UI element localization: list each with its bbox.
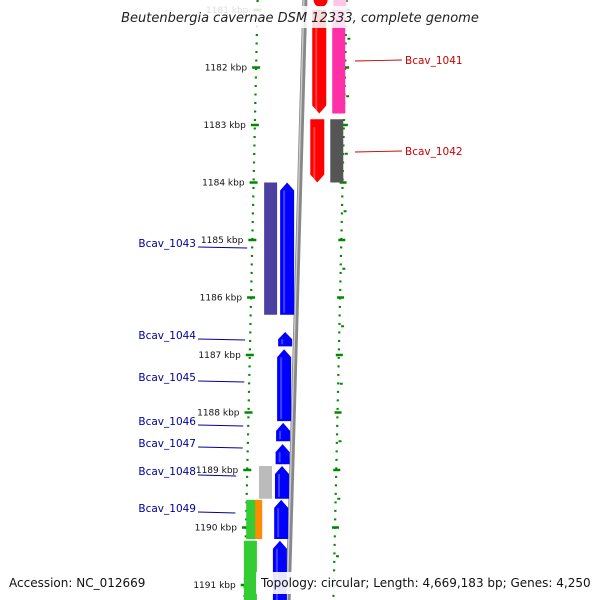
gene-label-leader [354, 150, 403, 153]
tick-label: 1183 kbp [203, 121, 246, 131]
gene-label: Bcav_1048 [138, 466, 196, 478]
gene-label: Bcav_1041 [405, 55, 463, 67]
backbone-highlight [286, 0, 305, 600]
gene-label: Bcav_1047 [138, 438, 196, 450]
gene-label-leader [197, 338, 246, 341]
tick-label: 1182 kbp [205, 64, 248, 74]
topology-backdrop [256, 572, 596, 594]
tick-label: 1184 kbp [202, 179, 245, 189]
shade-bar [246, 499, 258, 539]
backbone-layer [243, 0, 348, 600]
gene-arrow [277, 349, 292, 422]
title-backdrop [108, 6, 494, 28]
accession-text: Accession: NC_012669 [9, 576, 145, 590]
accession-backdrop [4, 572, 156, 594]
gene-label-leader [354, 59, 403, 62]
tick-label: 1185 kbp [201, 236, 244, 246]
gene-arrow [312, 10, 327, 114]
shade-bar [332, 10, 346, 114]
backbone-line [285, 0, 308, 600]
gene-label: Bcav_1043 [138, 238, 196, 250]
gene-label-leader [197, 246, 248, 249]
label-layer: Bcav_1041 Bcav_1042 Bcav_1043 Bcav_1044 Bcav… [138, 55, 462, 515]
shade-bar [330, 119, 344, 183]
gene-arrow [276, 422, 291, 442]
gene-arrow [275, 444, 290, 465]
gene-label: Bcav_1044 [138, 330, 196, 342]
gene-arrow [274, 499, 289, 539]
gene-arrow [310, 119, 325, 183]
gene-label: Bcav_1045 [138, 372, 196, 384]
gene-label-leader [197, 424, 244, 427]
tick-label: 1188 kbp [197, 409, 240, 419]
gene-label-leader [197, 511, 236, 514]
tick-label: 1190 kbp [195, 524, 238, 534]
gene-arrow-top-cap [313, 0, 328, 7]
gene-arrow [278, 332, 293, 347]
tick-label: 1186 kbp [200, 294, 243, 304]
tick-label: 1189 kbp [196, 466, 239, 476]
gene-label-leader [197, 380, 245, 383]
shade-bar [333, 0, 347, 10]
gene-arrow [280, 182, 295, 315]
map-title: Beutenbergia cavernae DSM 12333, complet… [121, 11, 479, 26]
gene-label: Bcav_1049 [138, 503, 196, 515]
shade-bar [258, 465, 272, 499]
gene-label: Bcav_1046 [138, 416, 196, 428]
shade-bar [264, 182, 278, 315]
shade-bar [243, 540, 257, 600]
gene-arrow [274, 465, 289, 499]
topology-text: Topology: circular; Length: 4,669,183 bp… [260, 576, 591, 590]
gene-label: Bcav_1042 [405, 146, 463, 158]
tick-label: 1191 kbp [193, 581, 236, 591]
gene-label-leader [197, 474, 237, 477]
gene-label-leader [197, 446, 243, 449]
shade-bar [255, 499, 263, 539]
tick-label: 1187 kbp [198, 351, 241, 361]
